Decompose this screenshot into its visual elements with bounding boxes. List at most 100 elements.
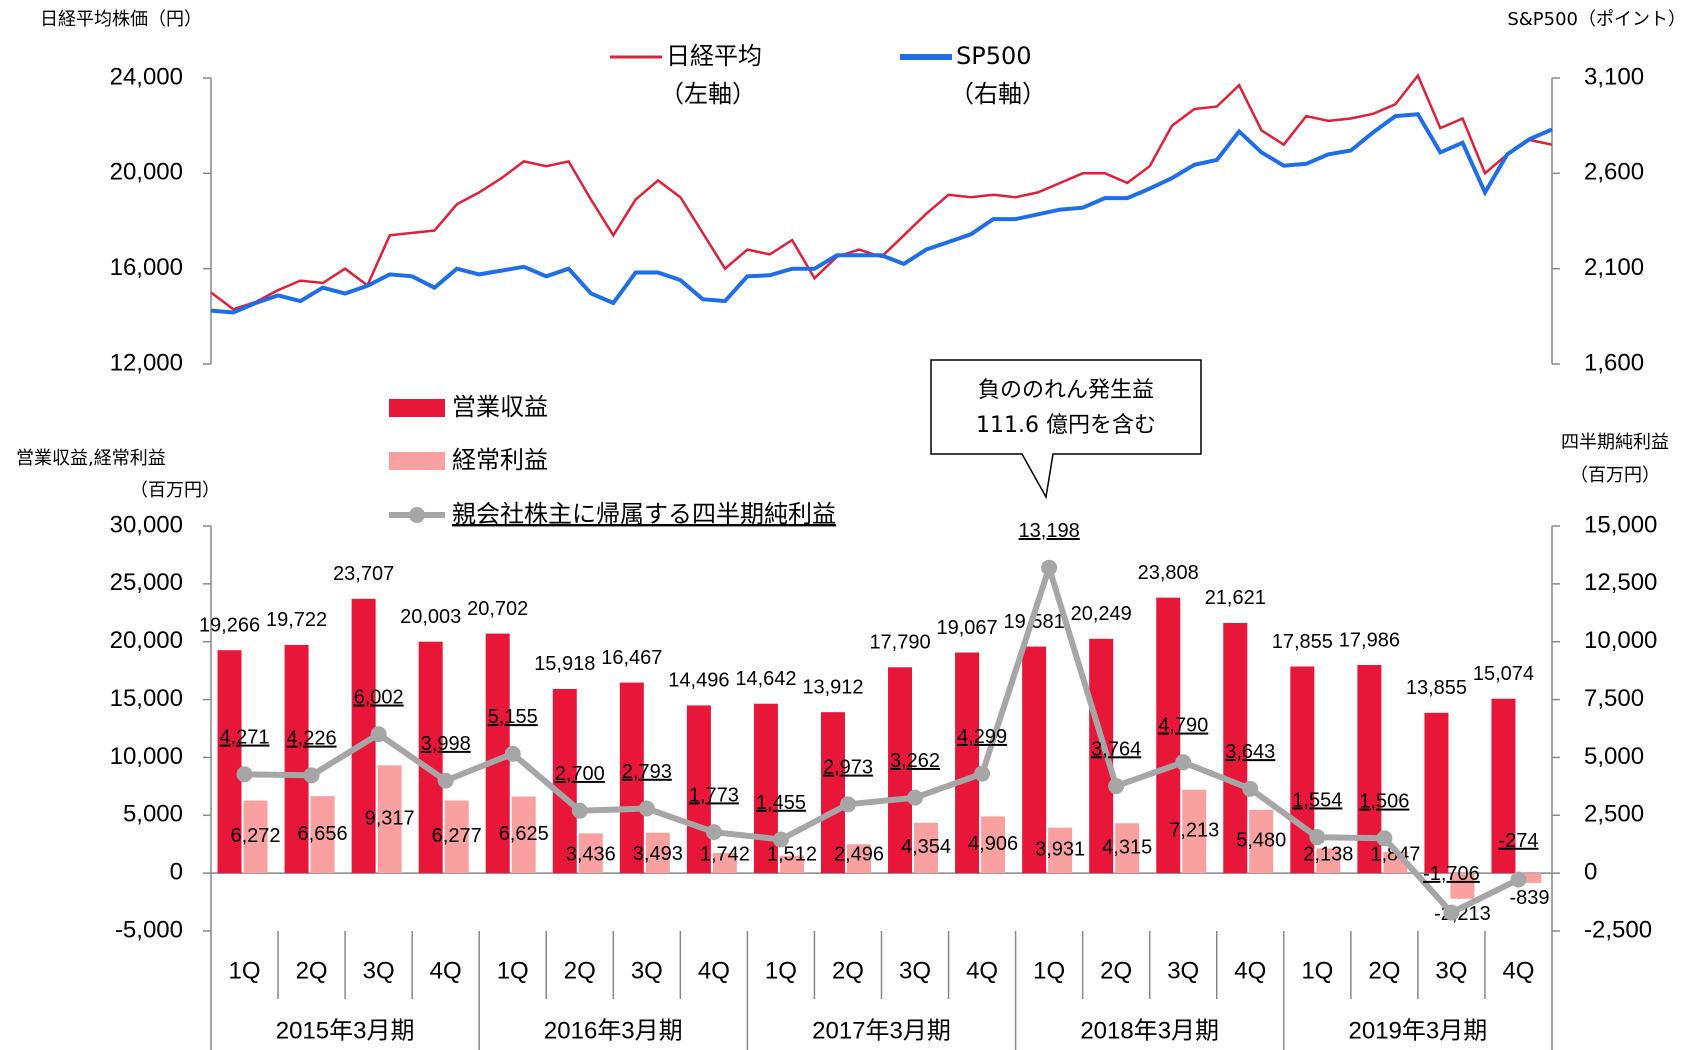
bar <box>284 644 309 874</box>
legend-swatch <box>389 452 445 470</box>
bar <box>1022 646 1047 874</box>
x-tick-label: 3Q <box>899 957 931 984</box>
data-label: 4,790 <box>1158 715 1208 737</box>
y-tick-label: 24,000 <box>110 63 183 90</box>
data-label: 1,773 <box>689 784 739 806</box>
bar <box>578 833 603 874</box>
data-point <box>1175 754 1192 771</box>
data-label: 21,621 <box>1205 587 1266 609</box>
x-tick-label: 4Q <box>1234 957 1266 984</box>
data-label: 2,793 <box>622 761 672 783</box>
callout-box <box>930 359 1202 500</box>
bar <box>552 688 577 874</box>
legend-marker <box>409 507 425 523</box>
bar <box>243 800 268 874</box>
bar <box>418 641 443 874</box>
data-label: 17,855 <box>1272 631 1333 653</box>
data-point <box>974 765 991 782</box>
data-label: 4,354 <box>901 836 951 858</box>
bar <box>779 855 804 874</box>
y2-tick-label: 12,500 <box>1584 569 1657 596</box>
data-point <box>1376 830 1393 847</box>
data-label: 3,262 <box>890 750 940 772</box>
data-label: 3,931 <box>1035 839 1085 861</box>
bar <box>955 652 980 874</box>
data-point <box>638 800 655 817</box>
y-tick-label: 16,000 <box>110 254 183 281</box>
data-point <box>437 772 454 789</box>
y-tick-label: 0 <box>170 858 183 885</box>
data-label: -839 <box>1509 887 1549 909</box>
data-label: 3,643 <box>1225 741 1275 763</box>
data-label: 4,906 <box>968 833 1018 855</box>
legend-swatch <box>389 399 445 417</box>
data-label: 6,656 <box>298 823 348 845</box>
data-label: 6,002 <box>354 687 404 709</box>
data-label: 19,722 <box>266 609 327 631</box>
bar <box>1424 712 1449 874</box>
group-label: 2018年3月期 <box>1080 1017 1219 1044</box>
data-label: 6,277 <box>432 825 482 847</box>
data-label: 14,642 <box>735 668 796 690</box>
bar <box>1249 809 1274 874</box>
y2-tick-label: 3,100 <box>1584 63 1644 90</box>
data-label: 5,155 <box>488 706 538 728</box>
bar <box>310 796 335 874</box>
bar <box>377 765 402 874</box>
data-label: 20,249 <box>1071 603 1132 625</box>
data-label: 15,074 <box>1473 663 1534 685</box>
legend-note: （右軸） <box>950 80 1046 108</box>
legend-label: 日経平均 <box>666 42 762 70</box>
data-point <box>1309 829 1326 846</box>
bar <box>1223 622 1248 874</box>
bar <box>820 712 845 874</box>
data-label: 19,266 <box>199 614 260 636</box>
bar <box>712 852 737 874</box>
data-label: 16,467 <box>601 647 662 669</box>
data-label: 3,764 <box>1091 738 1141 760</box>
x-tick-label: 4Q <box>1502 957 1534 984</box>
group-label: 2019年3月期 <box>1349 1017 1488 1044</box>
y-tick-label: 10,000 <box>110 743 183 770</box>
data-label: 15,918 <box>534 653 595 675</box>
data-point <box>303 767 320 784</box>
data-label: 4,299 <box>957 726 1007 748</box>
y2-tick-label: 0 <box>1584 858 1597 885</box>
y2-tick-label: -2,500 <box>1584 916 1652 943</box>
data-label: 4,226 <box>287 728 337 750</box>
y-tick-label: 15,000 <box>110 685 183 712</box>
y2-tick-label: 2,600 <box>1584 159 1644 186</box>
y2-axis-title: 四半期純利益 <box>1561 432 1669 453</box>
data-label: 17,790 <box>869 632 930 654</box>
y-axis-title: 営業収益,経常利益 <box>16 448 166 469</box>
x-tick-label: 4Q <box>966 957 998 984</box>
y-tick-label: 30,000 <box>110 511 183 538</box>
data-line <box>244 564 1520 916</box>
data-label: 2,700 <box>555 763 605 785</box>
data-point <box>1443 904 1460 921</box>
bar <box>1115 823 1140 874</box>
x-tick-label: 1Q <box>497 957 529 984</box>
x-tick-label: 1Q <box>765 957 797 984</box>
data-point <box>772 831 789 848</box>
x-tick-label: 1Q <box>1301 957 1333 984</box>
bar <box>1156 597 1181 874</box>
data-label: 1,554 <box>1292 789 1342 811</box>
data-label: 2,138 <box>1303 843 1353 865</box>
bar <box>1316 848 1341 874</box>
bar <box>1450 873 1475 899</box>
y2-axis-unit: （百万円） <box>1570 465 1660 486</box>
y2-tick-label: 10,000 <box>1584 627 1657 654</box>
y-axis-title: 日経平均株価（円） <box>40 9 202 30</box>
bar <box>1491 698 1516 874</box>
data-point <box>1510 871 1527 888</box>
data-point <box>1041 559 1058 576</box>
y-tick-label: 5,000 <box>123 801 183 828</box>
x-tick-label: 3Q <box>363 957 395 984</box>
bar <box>1290 666 1315 874</box>
x-tick-label: 1Q <box>229 957 261 984</box>
annotation-text: 111.6 億円を含む <box>976 413 1156 438</box>
bar <box>981 816 1006 874</box>
x-tick-label: 1Q <box>1033 957 1065 984</box>
